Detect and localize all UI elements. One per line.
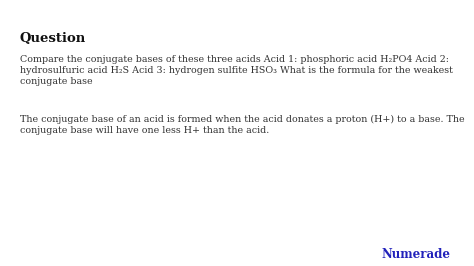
Text: hydrosulfuric acid H₂S Acid 3: hydrogen sulfite HSO₃ What is the formula for the: hydrosulfuric acid H₂S Acid 3: hydrogen … [20,66,453,75]
Text: conjugate base: conjugate base [20,77,92,86]
Text: Compare the conjugate bases of these three acids Acid 1: phosphoric acid H₂PO4 A: Compare the conjugate bases of these thr… [20,55,449,64]
Text: Question: Question [20,32,86,45]
Text: conjugate base will have one less H+ than the acid.: conjugate base will have one less H+ tha… [20,126,269,135]
Text: The conjugate base of an acid is formed when the acid donates a proton (H+) to a: The conjugate base of an acid is formed … [20,115,465,124]
Text: Numerade: Numerade [381,248,450,261]
